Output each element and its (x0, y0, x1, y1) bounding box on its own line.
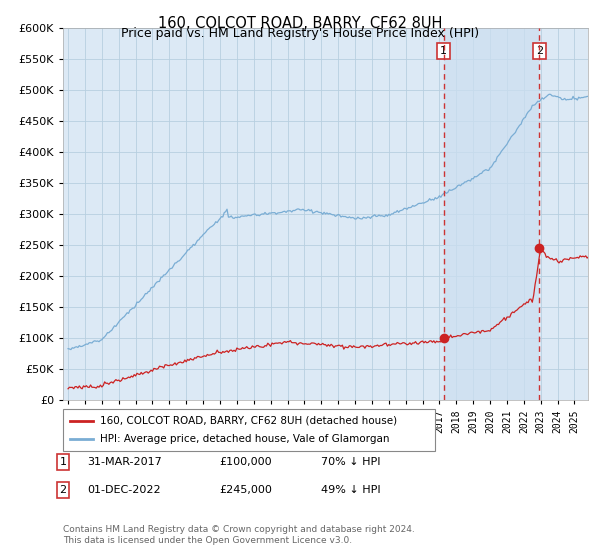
Text: Price paid vs. HM Land Registry's House Price Index (HPI): Price paid vs. HM Land Registry's House … (121, 27, 479, 40)
Text: £100,000: £100,000 (219, 457, 272, 467)
FancyBboxPatch shape (63, 409, 435, 451)
Text: 49% ↓ HPI: 49% ↓ HPI (321, 485, 380, 495)
Text: 2: 2 (536, 46, 543, 56)
Text: 160, COLCOT ROAD, BARRY, CF62 8UH (detached house): 160, COLCOT ROAD, BARRY, CF62 8UH (detac… (100, 416, 397, 426)
Text: 160, COLCOT ROAD, BARRY, CF62 8UH: 160, COLCOT ROAD, BARRY, CF62 8UH (158, 16, 442, 31)
Text: HPI: Average price, detached house, Vale of Glamorgan: HPI: Average price, detached house, Vale… (100, 434, 390, 444)
Text: 1: 1 (59, 457, 67, 467)
Text: 1: 1 (440, 46, 447, 56)
Text: £245,000: £245,000 (219, 485, 272, 495)
Text: 31-MAR-2017: 31-MAR-2017 (87, 457, 162, 467)
Text: 70% ↓ HPI: 70% ↓ HPI (321, 457, 380, 467)
Text: 01-DEC-2022: 01-DEC-2022 (87, 485, 161, 495)
Bar (443, 28, 539, 400)
Text: 2: 2 (59, 485, 67, 495)
Text: Contains HM Land Registry data © Crown copyright and database right 2024.
This d: Contains HM Land Registry data © Crown c… (63, 525, 415, 545)
